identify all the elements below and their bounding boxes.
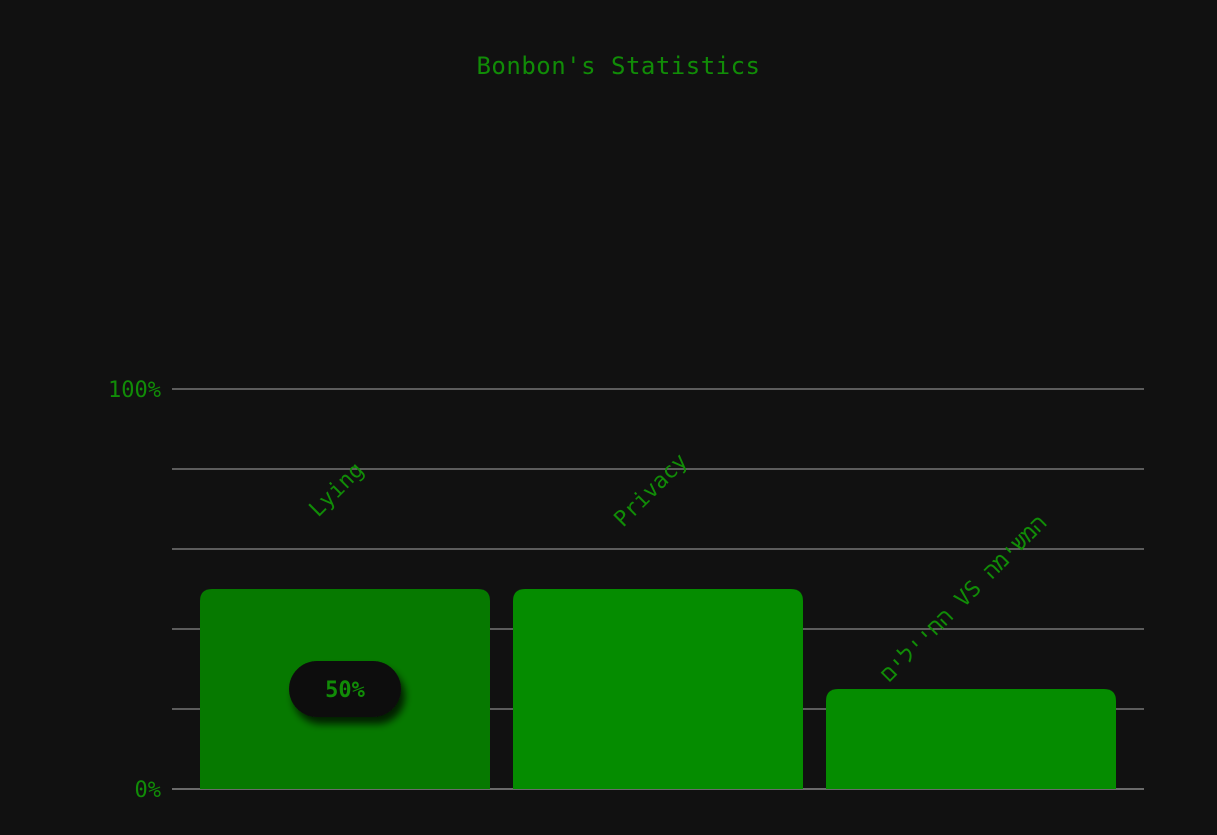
bar-1[interactable] <box>513 589 803 789</box>
chart-title: Bonbon's Statistics <box>476 52 761 80</box>
tooltip-background <box>289 661 401 717</box>
bar-2[interactable] <box>826 689 1116 789</box>
category-label-1: Privacy <box>610 449 693 532</box>
category-label-0: Lying <box>305 458 370 523</box>
category-label-2: החיילים VS המשימה <box>876 511 1053 688</box>
value-tooltip: 50% <box>289 661 401 717</box>
y-tick-label: 0% <box>135 778 162 803</box>
y-tick-label: 100% <box>108 378 161 403</box>
tooltip-value: 50% <box>325 678 365 703</box>
